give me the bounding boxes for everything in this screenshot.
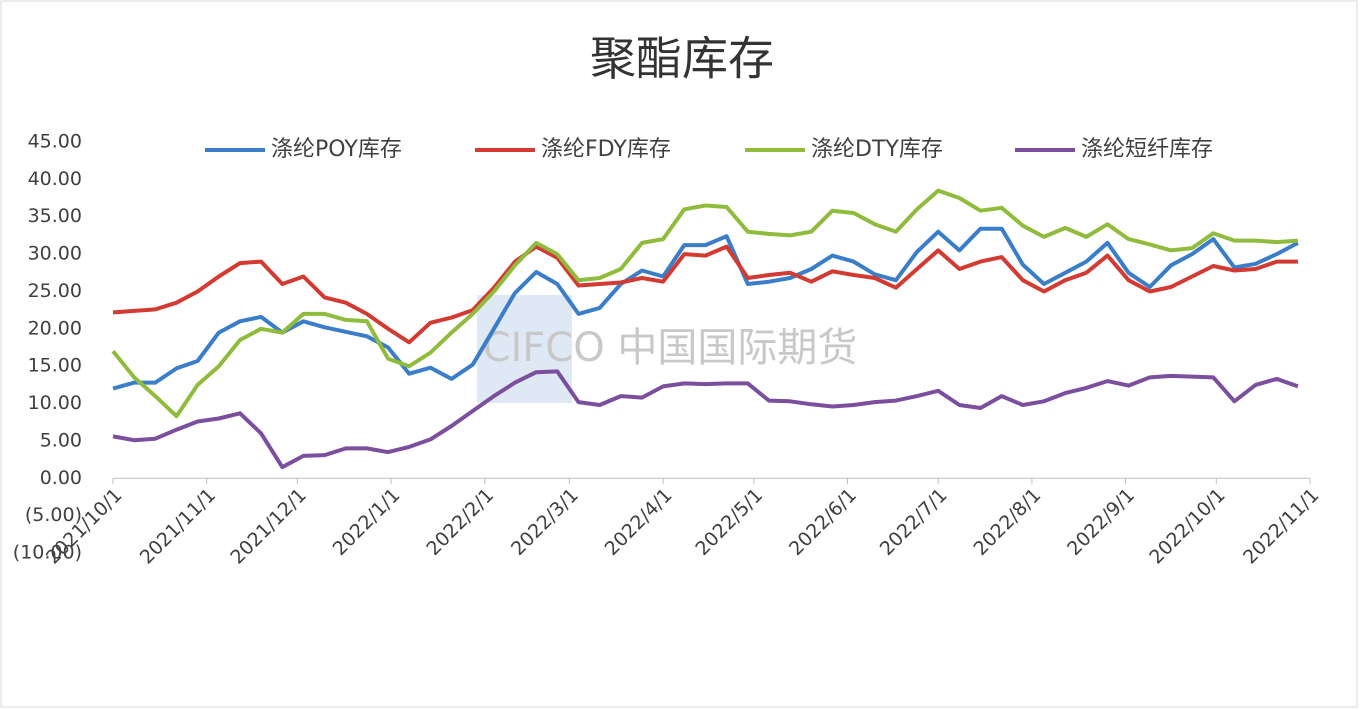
y-tick-label: 40.00 [28, 168, 82, 190]
legend-label: 涤纶POY库存 [271, 137, 402, 162]
y-tick-label: 30.00 [28, 243, 82, 265]
y-tick-label: (5.00) [25, 504, 82, 526]
legend-label: 涤纶DTY库存 [811, 137, 943, 162]
y-tick-label: 35.00 [28, 205, 82, 227]
y-tick-label: 25.00 [28, 280, 82, 302]
y-tick-label: 10.00 [28, 392, 82, 414]
series-line [112, 226, 1299, 391]
y-tick-label: 45.00 [28, 131, 82, 153]
y-tick-label: 5.00 [40, 429, 82, 451]
y-tick-label: 15.00 [28, 355, 82, 377]
series-line [112, 244, 1298, 345]
y-tick-label: 20.00 [28, 317, 82, 339]
series-line [112, 369, 1299, 470]
y-tick-label: 0.00 [40, 467, 82, 489]
y-tick-label: (10.00) [13, 542, 82, 564]
legend-label: 涤纶短纤库存 [1081, 137, 1213, 162]
watermark: CIFCO 中国国际期货 [483, 325, 858, 371]
watermark-box [477, 295, 572, 403]
series-line [111, 188, 1299, 419]
chart-title: 聚酯库存 [590, 32, 774, 86]
legend-label: 涤纶FDY库存 [541, 137, 671, 162]
